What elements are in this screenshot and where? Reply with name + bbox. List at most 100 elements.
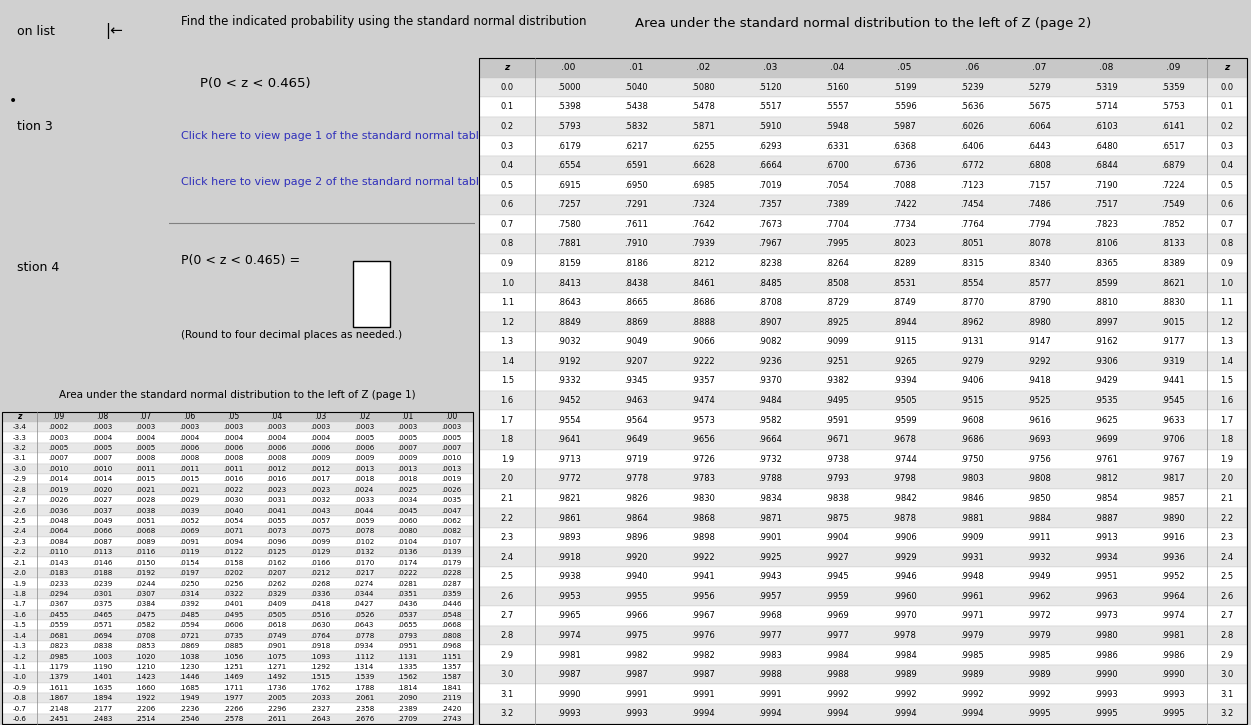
Text: .5793: .5793 bbox=[557, 122, 580, 131]
Text: .0008: .0008 bbox=[135, 455, 156, 461]
Text: P(0 < z < 0.465): P(0 < z < 0.465) bbox=[200, 77, 310, 90]
Bar bbox=[479, 547, 1247, 567]
Text: 2.6: 2.6 bbox=[1220, 592, 1233, 601]
Text: .8106: .8106 bbox=[1095, 239, 1118, 249]
Text: .0043: .0043 bbox=[310, 507, 330, 513]
Text: .0401: .0401 bbox=[223, 602, 243, 608]
Text: .9817: .9817 bbox=[1161, 474, 1185, 484]
Text: .02: .02 bbox=[696, 63, 711, 72]
Text: .9871: .9871 bbox=[758, 513, 782, 523]
Text: 3.2: 3.2 bbox=[1220, 709, 1233, 718]
Text: .0003: .0003 bbox=[310, 424, 330, 430]
Text: .1075: .1075 bbox=[266, 653, 286, 660]
Text: .0749: .0749 bbox=[266, 633, 286, 639]
Text: .7054: .7054 bbox=[826, 181, 849, 190]
Text: .9981: .9981 bbox=[557, 650, 580, 660]
Text: .0038: .0038 bbox=[135, 507, 156, 513]
Text: .9608: .9608 bbox=[960, 415, 983, 425]
Text: .2327: .2327 bbox=[310, 705, 330, 712]
Text: .9884: .9884 bbox=[1027, 513, 1051, 523]
Text: .0139: .0139 bbox=[442, 550, 462, 555]
Text: .0003: .0003 bbox=[91, 424, 113, 430]
Text: .9979: .9979 bbox=[960, 631, 983, 640]
Text: .0007: .0007 bbox=[398, 445, 418, 451]
Text: .0012: .0012 bbox=[310, 466, 330, 472]
Text: .0017: .0017 bbox=[310, 476, 330, 482]
Text: .9957: .9957 bbox=[758, 592, 782, 601]
Text: 2.3: 2.3 bbox=[1220, 533, 1233, 542]
Text: .0446: .0446 bbox=[440, 602, 462, 608]
Text: .6217: .6217 bbox=[624, 141, 648, 151]
Bar bbox=[479, 567, 1247, 587]
Text: .0559: .0559 bbox=[49, 622, 69, 629]
Text: 0.4: 0.4 bbox=[1221, 161, 1233, 170]
Text: .0885: .0885 bbox=[223, 643, 243, 649]
Text: .9986: .9986 bbox=[1161, 650, 1185, 660]
Text: .0359: .0359 bbox=[442, 591, 462, 597]
Text: .0087: .0087 bbox=[91, 539, 113, 545]
Text: .8315: .8315 bbox=[960, 259, 983, 268]
Text: .9641: .9641 bbox=[557, 435, 580, 444]
Text: .0192: .0192 bbox=[135, 570, 156, 576]
Text: .0233: .0233 bbox=[49, 581, 69, 587]
Text: .0019: .0019 bbox=[442, 476, 462, 482]
Text: .6331: .6331 bbox=[826, 141, 849, 151]
Text: .6368: .6368 bbox=[892, 141, 917, 151]
Text: .9826: .9826 bbox=[624, 494, 648, 503]
Text: .9633: .9633 bbox=[1161, 415, 1185, 425]
Text: .9564: .9564 bbox=[624, 415, 648, 425]
Text: .8023: .8023 bbox=[893, 239, 917, 249]
Text: .9994: .9994 bbox=[960, 709, 983, 718]
Text: .1949: .1949 bbox=[179, 695, 199, 701]
Text: .9693: .9693 bbox=[1027, 435, 1051, 444]
Text: .0080: .0080 bbox=[398, 529, 418, 534]
Text: .8770: .8770 bbox=[960, 298, 983, 307]
Text: .0011: .0011 bbox=[223, 466, 243, 472]
Text: .9279: .9279 bbox=[960, 357, 983, 366]
Text: .9868: .9868 bbox=[691, 513, 716, 523]
Text: .2177: .2177 bbox=[91, 705, 113, 712]
Text: .8925: .8925 bbox=[826, 318, 849, 327]
Text: .0329: .0329 bbox=[266, 591, 286, 597]
Text: .7611: .7611 bbox=[624, 220, 648, 229]
Text: .1539: .1539 bbox=[354, 674, 374, 680]
Text: .0021: .0021 bbox=[179, 486, 199, 493]
Text: .7088: .7088 bbox=[892, 181, 917, 190]
Text: .8962: .8962 bbox=[960, 318, 983, 327]
Text: .9945: .9945 bbox=[826, 572, 849, 581]
Text: .01: .01 bbox=[629, 63, 643, 72]
Text: .9991: .9991 bbox=[758, 689, 782, 699]
Text: 2.7: 2.7 bbox=[1220, 611, 1233, 621]
Text: .6844: .6844 bbox=[1095, 161, 1118, 170]
Text: 1.0: 1.0 bbox=[500, 278, 514, 288]
Text: .9962: .9962 bbox=[1027, 592, 1051, 601]
Text: .9943: .9943 bbox=[758, 572, 782, 581]
Text: .9554: .9554 bbox=[557, 415, 580, 425]
Text: .0004: .0004 bbox=[310, 434, 330, 441]
Text: 3.1: 3.1 bbox=[1220, 689, 1233, 699]
Text: .0287: .0287 bbox=[442, 581, 462, 587]
Text: 2.9: 2.9 bbox=[1221, 650, 1233, 660]
Text: .0465: .0465 bbox=[91, 612, 113, 618]
Text: 3.0: 3.0 bbox=[1220, 670, 1233, 679]
Text: .9842: .9842 bbox=[893, 494, 917, 503]
Text: .9984: .9984 bbox=[826, 650, 849, 660]
Text: .5120: .5120 bbox=[758, 83, 782, 92]
Text: .9793: .9793 bbox=[826, 474, 849, 484]
Text: .06: .06 bbox=[183, 413, 195, 421]
Text: .8997: .8997 bbox=[1095, 318, 1118, 327]
Text: .9678: .9678 bbox=[892, 435, 917, 444]
Text: .08: .08 bbox=[1098, 63, 1113, 72]
Text: .6915: .6915 bbox=[557, 181, 580, 190]
Text: .1357: .1357 bbox=[442, 664, 462, 670]
Text: .9938: .9938 bbox=[557, 572, 580, 581]
Text: .9082: .9082 bbox=[758, 337, 782, 347]
Text: .9995: .9995 bbox=[1161, 709, 1185, 718]
Text: .2743: .2743 bbox=[442, 716, 462, 722]
Text: .9821: .9821 bbox=[557, 494, 580, 503]
Text: .0375: .0375 bbox=[91, 602, 113, 608]
Text: .0268: .0268 bbox=[310, 581, 330, 587]
Text: .8340: .8340 bbox=[1027, 259, 1051, 268]
Text: .0008: .0008 bbox=[179, 455, 199, 461]
Text: .9115: .9115 bbox=[893, 337, 916, 347]
